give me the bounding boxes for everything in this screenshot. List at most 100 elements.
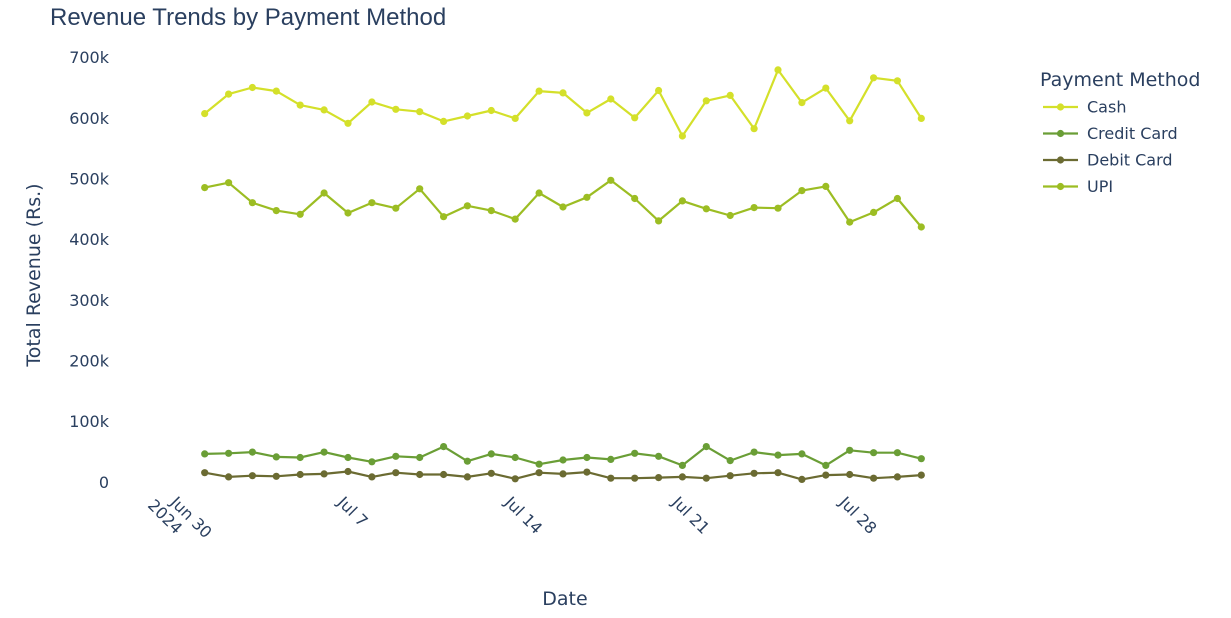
y-tick-label: 600k <box>69 109 110 128</box>
debit-card-point <box>822 471 830 479</box>
cash-point <box>798 99 806 107</box>
legend-item-upi[interactable]: UPI <box>1043 177 1113 196</box>
debit-card-point <box>511 475 519 483</box>
credit-card-point <box>487 450 495 458</box>
credit-card-point <box>463 457 471 465</box>
cash-point <box>917 114 925 122</box>
x-tick-label: Jul 21 <box>668 492 714 538</box>
credit-card-point <box>201 450 209 458</box>
credit-card-point <box>225 449 233 457</box>
credit-card-point <box>917 455 925 463</box>
cash-point <box>631 114 639 122</box>
series-layer <box>201 66 925 483</box>
upi-point <box>248 199 256 207</box>
debit-card-point <box>535 469 543 477</box>
debit-card-point <box>368 473 376 481</box>
debit-card-point <box>201 469 209 477</box>
credit-card-point <box>368 458 376 466</box>
cash-point <box>678 132 687 140</box>
x-axis-title: Date <box>542 588 587 610</box>
credit-card-point <box>631 449 639 457</box>
upi-point <box>583 193 591 201</box>
upi-point <box>822 182 830 190</box>
debit-card-point <box>416 470 424 479</box>
legend-item-cash[interactable]: Cash <box>1043 98 1126 117</box>
credit-card-point <box>655 452 663 460</box>
debit-card-point <box>702 474 710 482</box>
cash-point <box>272 87 280 95</box>
credit-card-point <box>344 453 352 462</box>
upi-point <box>272 207 280 215</box>
x-tick-text: Jul 28 <box>835 492 881 538</box>
cash-point <box>440 117 448 125</box>
cash-point <box>463 112 471 120</box>
chart-title: Revenue Trends by Payment Method <box>50 4 447 31</box>
credit-card-point <box>416 453 424 462</box>
credit-card-point <box>774 451 782 459</box>
debit-card-point <box>248 472 256 480</box>
credit-card-point <box>678 461 687 469</box>
upi-point <box>798 187 806 195</box>
series-debit-card <box>201 467 925 483</box>
legend-item-debit-card[interactable]: Debit Card <box>1043 151 1173 170</box>
legend: Payment Method Cash Credit Card Debit Card… <box>1040 69 1200 196</box>
credit-card-point <box>583 453 591 462</box>
upi-point <box>201 184 209 192</box>
credit-card-point <box>893 449 902 457</box>
credit-card-point <box>320 448 328 456</box>
legend-item-credit-card[interactable]: Credit Card <box>1043 124 1178 143</box>
cash-point <box>320 106 328 114</box>
debit-card-point <box>655 474 663 482</box>
y-tick-label: 0 <box>99 473 109 492</box>
cash-point <box>392 105 400 113</box>
legend-swatch-marker <box>1056 182 1065 191</box>
y-tick-label: 700k <box>69 48 110 67</box>
debit-card-point <box>320 470 328 478</box>
debit-card-point <box>893 473 902 481</box>
cash-point <box>583 109 591 117</box>
x-tick-text: Jul 14 <box>500 492 546 538</box>
debit-card-point <box>440 470 448 479</box>
cash-point <box>774 66 782 74</box>
upi-point <box>368 199 376 207</box>
legend-swatch-marker <box>1056 129 1065 138</box>
debit-card-point <box>726 472 734 480</box>
debit-card-point <box>559 470 567 478</box>
credit-card-point <box>702 443 710 451</box>
legend-title: Payment Method <box>1040 69 1200 91</box>
debit-card-point <box>631 474 639 482</box>
debit-card-point <box>487 469 495 477</box>
cash-line <box>204 68 923 138</box>
cash-point <box>750 125 758 133</box>
y-tick-label: 500k <box>69 169 110 188</box>
debit-card-point <box>846 470 854 479</box>
debit-card-point <box>583 468 591 476</box>
credit-card-point <box>822 461 830 469</box>
upi-point <box>296 210 304 218</box>
credit-card-point <box>535 460 543 468</box>
upi-point <box>750 204 758 212</box>
upi-point <box>726 211 734 220</box>
credit-card-point <box>511 453 519 462</box>
credit-card-point <box>607 455 615 463</box>
cash-point <box>368 98 376 106</box>
credit-card-point <box>798 450 806 458</box>
upi-point <box>535 189 543 197</box>
series-credit-card <box>201 443 925 469</box>
cash-point <box>487 106 495 115</box>
cash-point <box>726 91 734 99</box>
cash-point <box>535 87 543 95</box>
cash-point <box>344 119 352 127</box>
credit-card-point <box>846 446 854 454</box>
cash-point <box>846 117 854 125</box>
legend-swatch-marker <box>1056 103 1065 111</box>
legend-label: Credit Card <box>1087 124 1178 143</box>
x-tick-text: Jul 21 <box>668 492 714 538</box>
upi-point <box>702 205 710 213</box>
debit-card-point <box>607 474 615 482</box>
upi-point <box>225 179 233 187</box>
debit-card-point <box>272 472 280 480</box>
cash-point <box>559 89 567 97</box>
